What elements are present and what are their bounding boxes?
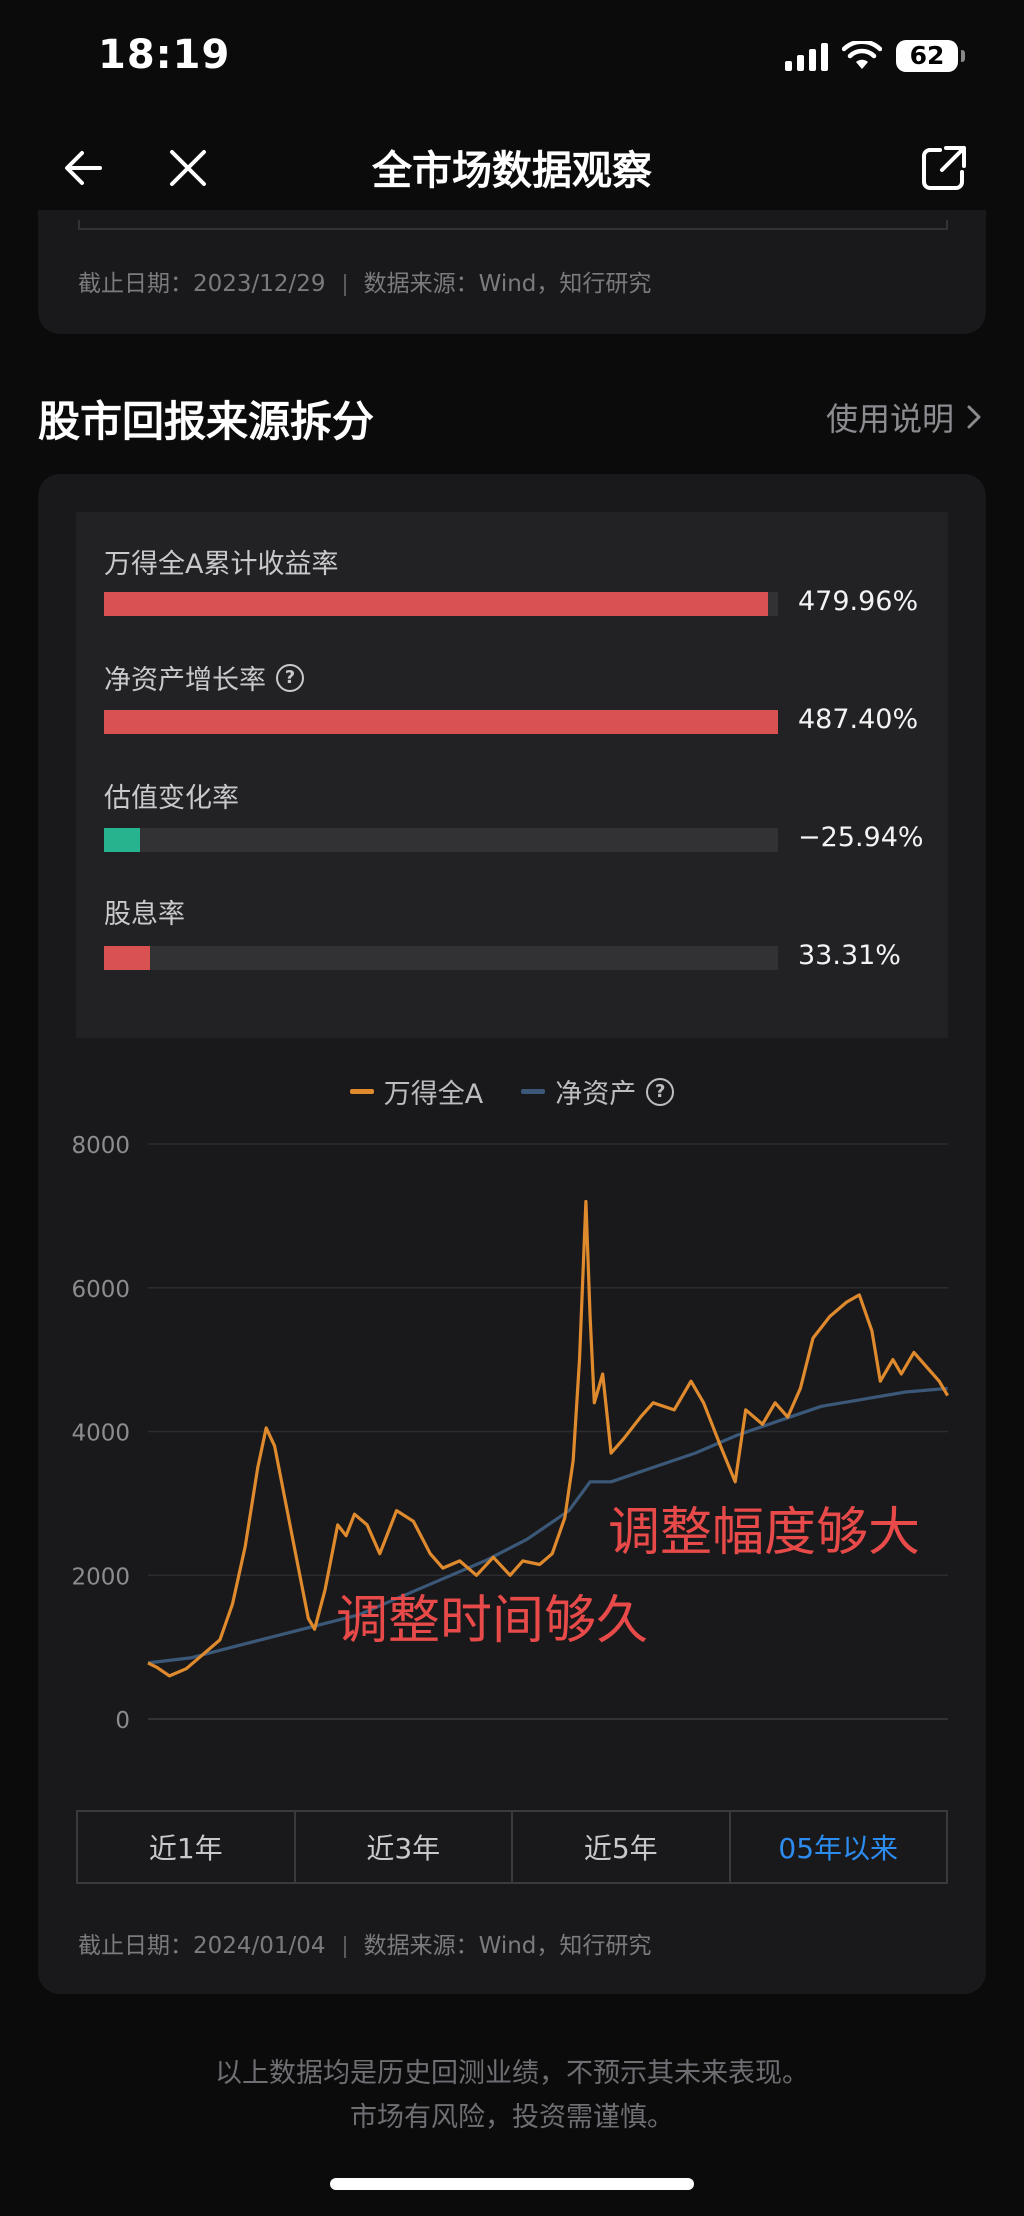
- share-icon[interactable]: [914, 138, 974, 198]
- source-label: 数据来源：Wind，知行研究: [363, 271, 652, 297]
- metric-bar-valuation-change: [104, 828, 778, 852]
- metric-bar-dividend-yield: [104, 946, 778, 970]
- y-tick-label: 0: [115, 1708, 130, 1734]
- legend-item-wind-a[interactable]: 万得全A: [349, 1072, 484, 1111]
- page-title: 全市场数据观察: [372, 148, 652, 194]
- status-bar: 18:19 62: [0, 0, 1024, 116]
- metric-label-valuation-change: 估值变化率: [104, 776, 239, 815]
- legend-swatch: [521, 1089, 546, 1094]
- date-label: 截止日期：2023/12/29: [78, 271, 326, 297]
- metric-label-text: 估值变化率: [104, 783, 239, 814]
- metric-bar-fill: [104, 828, 140, 852]
- metric-value-valuation-change: −25.94%: [798, 822, 924, 853]
- metric-bar-fill: [104, 710, 778, 734]
- y-tick-label: 8000: [71, 1133, 130, 1159]
- tab-3y[interactable]: 近3年: [296, 1812, 513, 1882]
- legend-item-net-assets[interactable]: 净资产 ?: [521, 1072, 675, 1111]
- legend-label: 净资产: [555, 1079, 637, 1110]
- metric-bar-total-return: [104, 592, 778, 616]
- legend-label: 万得全A: [383, 1079, 484, 1110]
- back-arrow-icon[interactable]: [56, 140, 112, 196]
- metric-value-dividend-yield: 33.31%: [798, 940, 901, 971]
- battery-icon: 62: [896, 40, 965, 72]
- metric-bar-fill: [104, 592, 768, 616]
- signal-icon: [785, 41, 828, 71]
- period-tabs: 近1年 近3年 近5年 05年以来: [76, 1810, 948, 1884]
- usage-guide-link[interactable]: 使用说明: [826, 394, 982, 440]
- usage-guide-label: 使用说明: [825, 400, 954, 438]
- disclaimer-line-1: 以上数据均是历史回测业绩，不预示其未来表现。: [215, 2058, 809, 2089]
- source-line-bottom: 截止日期：2024/01/04 数据来源：Wind，知行研究: [78, 1926, 651, 1960]
- tab-since-2005[interactable]: 05年以来: [778, 1832, 899, 1865]
- tab-1y[interactable]: 近1年: [78, 1812, 296, 1882]
- help-icon[interactable]: ?: [276, 663, 304, 692]
- annotation-magnitude: 调整幅度够大: [608, 1503, 921, 1563]
- y-tick-label: 4000: [71, 1421, 130, 1447]
- metric-label-text: 万得全A累计收益率: [104, 549, 339, 580]
- close-icon[interactable]: [160, 140, 216, 196]
- divider: [343, 273, 346, 296]
- date-label: 截止日期：2024/01/04: [78, 1933, 326, 1959]
- metric-label-text: 股息率: [104, 899, 185, 930]
- series-line-net-assets: [147, 1386, 948, 1665]
- nav-bar: 全市场数据观察: [0, 120, 1024, 212]
- metric-label-net-asset-growth: 净资产增长率?: [104, 658, 304, 697]
- top-card: 截止日期：2023/12/29 数据来源：Wind，知行研究: [38, 210, 986, 334]
- status-icons: 62: [785, 40, 965, 72]
- metric-value-total-return: 479.96%: [798, 586, 919, 617]
- disclaimer-line-2: 市场有风险，投资需谨慎。: [350, 2102, 674, 2133]
- metric-value-net-asset-growth: 487.40%: [798, 704, 919, 735]
- metric-bar-net-asset-growth: [104, 710, 778, 734]
- status-time: 18:19: [98, 32, 231, 78]
- annotation-time: 调整时间够久: [336, 1591, 649, 1651]
- y-tick-label: 6000: [71, 1277, 130, 1303]
- metrics-panel: 万得全A累计收益率 479.96% 净资产增长率? 487.40% 估值变化率 …: [76, 512, 948, 1038]
- y-tick-label: 2000: [71, 1564, 130, 1590]
- wifi-icon: [842, 41, 882, 69]
- chart-legend: 万得全A 净资产 ?: [38, 1072, 986, 1111]
- section-title: 股市回报来源拆分: [38, 397, 375, 446]
- home-indicator: [330, 2178, 694, 2190]
- source-label: 数据来源：Wind，知行研究: [363, 1933, 652, 1959]
- metric-label-total-return: 万得全A累计收益率: [104, 542, 338, 581]
- divider: [343, 1935, 346, 1958]
- tab-5y[interactable]: 近5年: [513, 1812, 731, 1882]
- metric-bar-fill: [104, 946, 150, 970]
- chevron-right-icon: [967, 405, 981, 429]
- legend-swatch: [349, 1089, 374, 1094]
- metric-label-dividend-yield: 股息率: [104, 892, 185, 931]
- source-line-top: 截止日期：2023/12/29 数据来源：Wind，知行研究: [78, 264, 651, 298]
- metric-label-text: 净资产增长率: [104, 665, 266, 696]
- line-chart[interactable]: 020004000600080002004-12-312014-06-27202…: [38, 1114, 986, 1734]
- series-line-wind-a: [147, 1199, 949, 1678]
- return-breakdown-card: 万得全A累计收益率 479.96% 净资产增长率? 487.40% 估值变化率 …: [38, 474, 986, 1994]
- table-bottom-edge: [78, 220, 948, 230]
- help-icon[interactable]: ?: [646, 1077, 675, 1106]
